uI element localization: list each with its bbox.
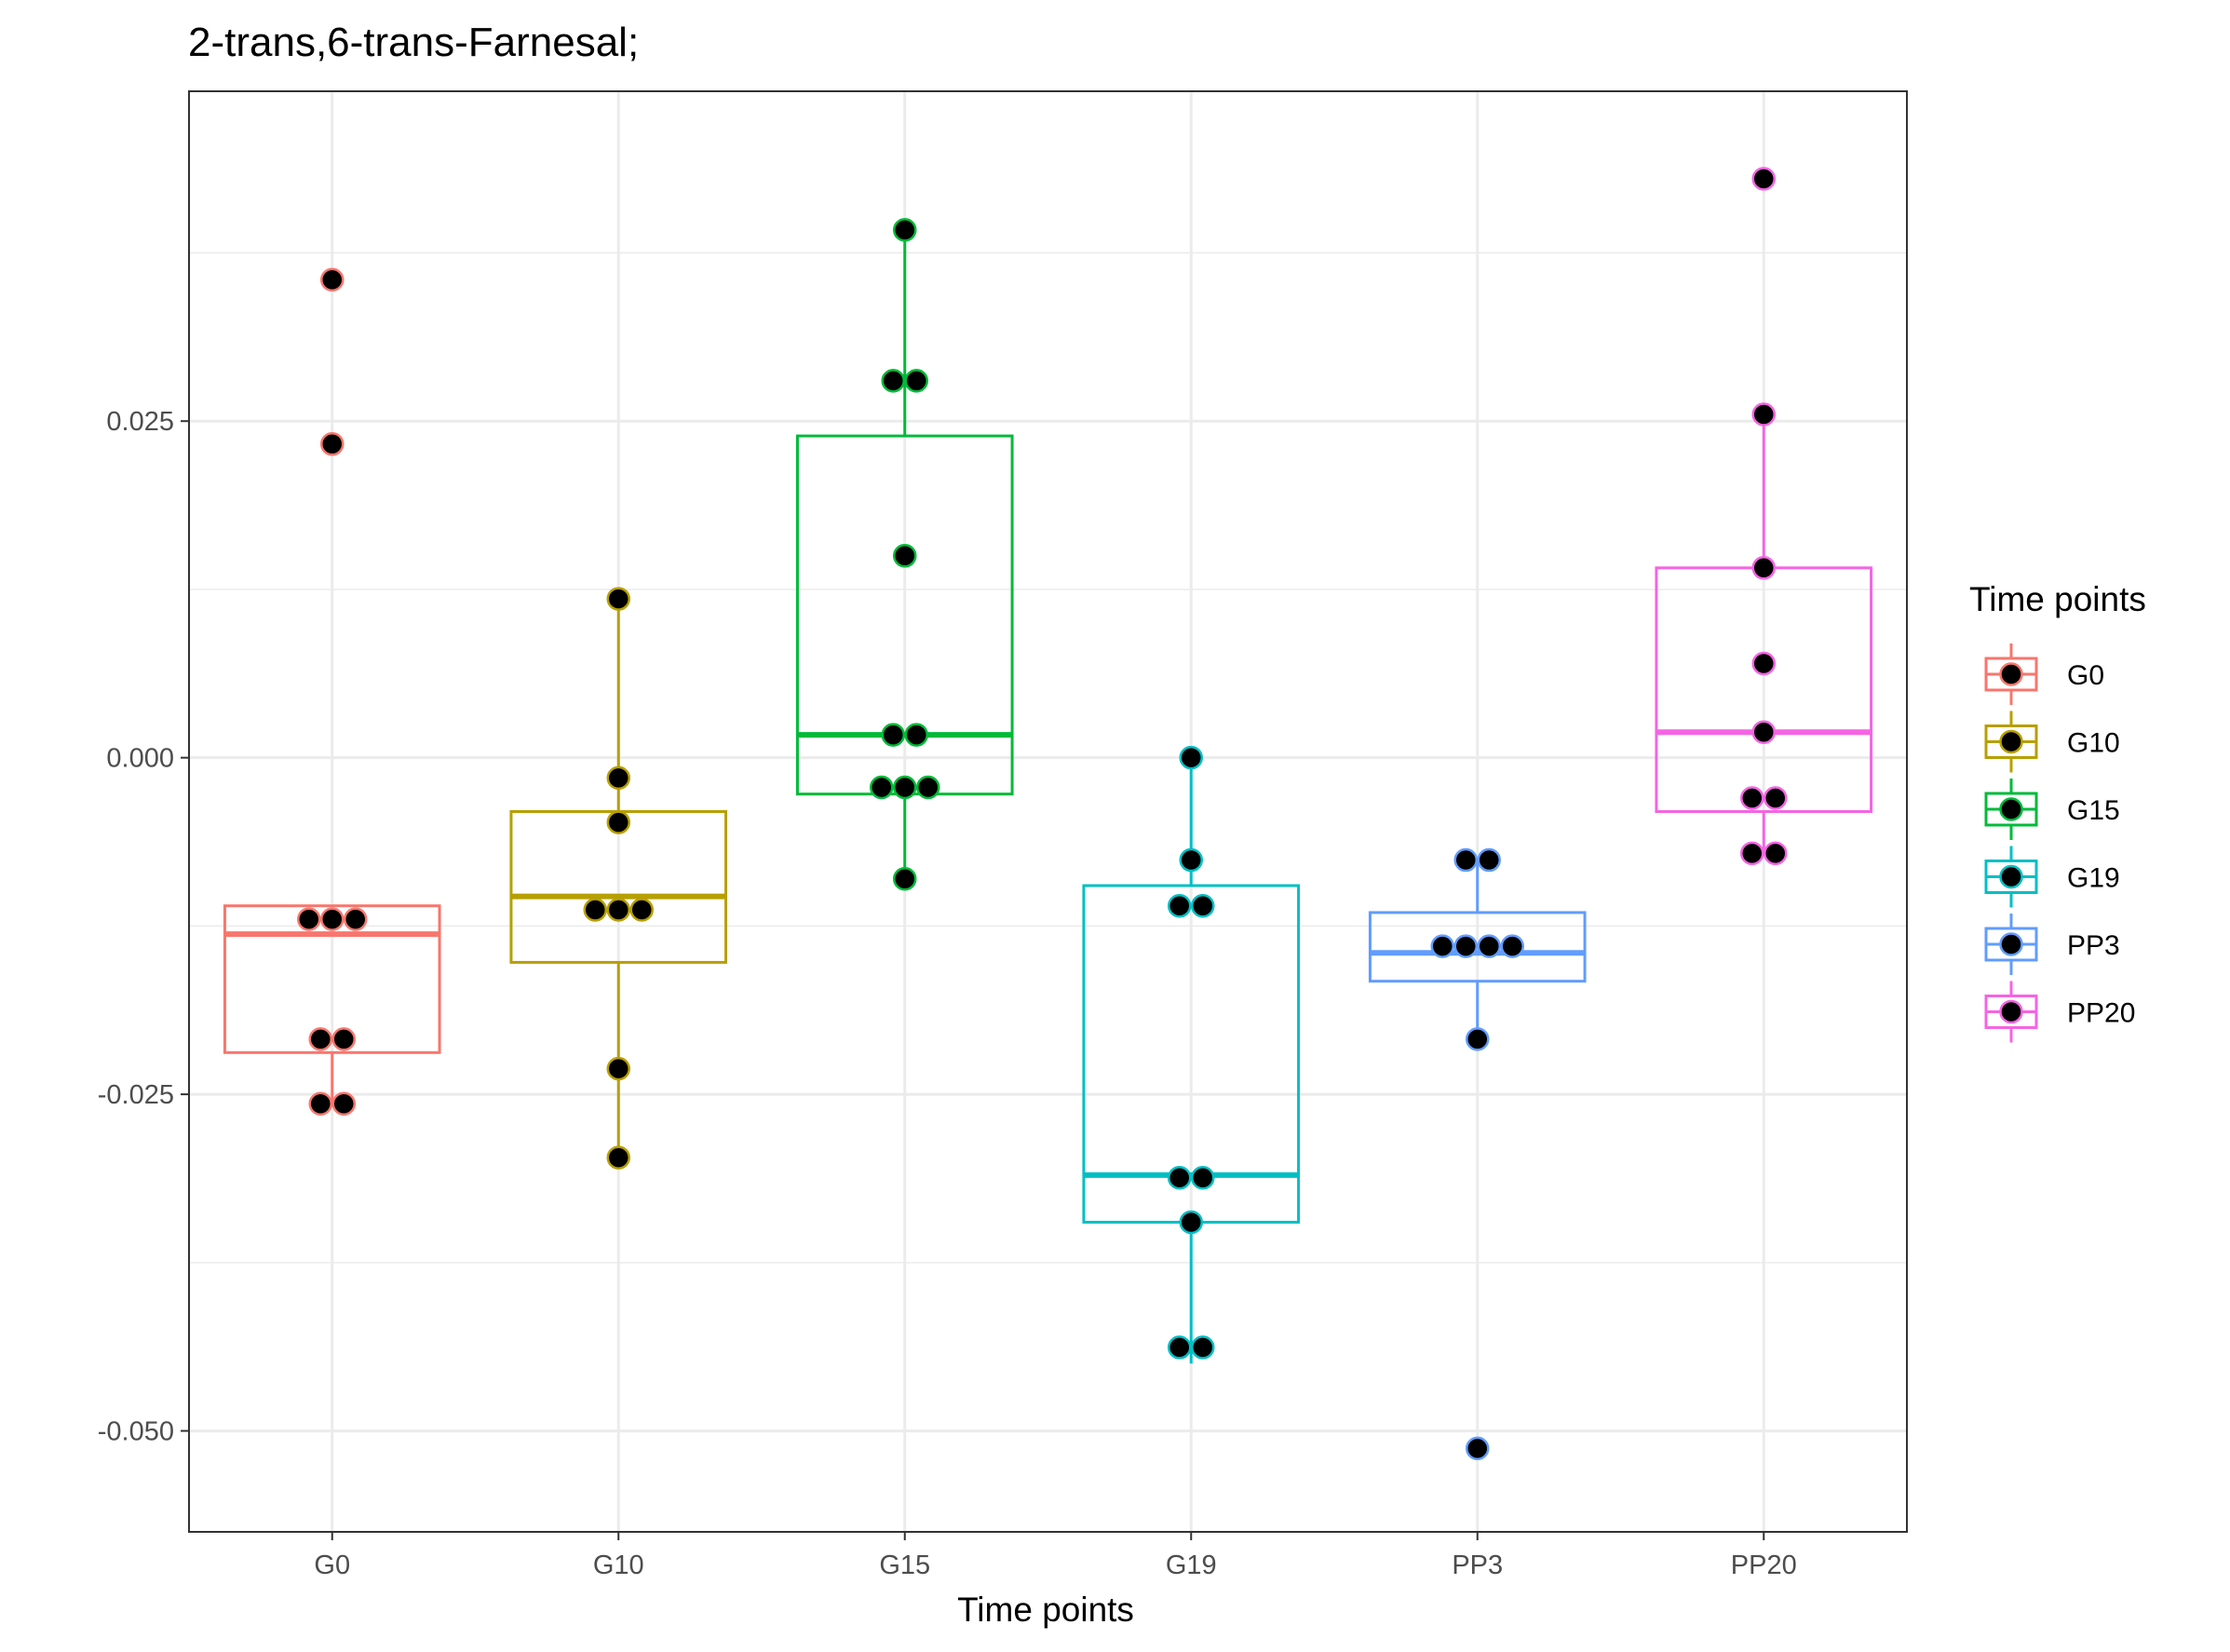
- data-point: [916, 775, 940, 800]
- data-point: [606, 810, 630, 834]
- data-point: [320, 432, 345, 456]
- legend-key-dot: [1999, 932, 2023, 956]
- data-point: [1477, 934, 1501, 958]
- y-tick-label: -0.050: [98, 1417, 174, 1447]
- data-point: [893, 775, 917, 800]
- legend-item-g19: G19: [1984, 846, 2120, 908]
- x-tick-label: G0: [314, 1550, 350, 1580]
- legend-key-dot: [1999, 999, 2023, 1024]
- data-point: [881, 723, 905, 747]
- data-point: [1179, 1210, 1203, 1235]
- data-point: [1466, 1027, 1490, 1051]
- data-point: [1740, 841, 1764, 866]
- data-point: [1751, 720, 1776, 744]
- data-point: [893, 544, 917, 568]
- box: [1368, 911, 1587, 983]
- data-point: [606, 1056, 630, 1081]
- data-point: [1751, 167, 1776, 191]
- box-group-g10: [509, 587, 728, 1170]
- x-axis-title: Time points: [957, 1591, 1134, 1629]
- data-point: [1764, 786, 1788, 810]
- x-tick-label: PP20: [1731, 1550, 1797, 1580]
- legend-title: Time points: [1969, 580, 2146, 618]
- data-point: [904, 723, 928, 747]
- panel-border: [188, 90, 1908, 1533]
- data-point: [344, 907, 368, 931]
- legend: Time points G0 G10 G15 G19 PP3 PP20: [1969, 580, 2146, 1043]
- data-point: [1466, 1436, 1490, 1461]
- data-point: [1430, 934, 1454, 958]
- data-point: [1453, 847, 1478, 873]
- data-point: [1191, 893, 1215, 918]
- data-point: [606, 587, 630, 611]
- legend-key-dot: [1999, 662, 2023, 686]
- data-point: [1477, 847, 1501, 873]
- legend-label: G10: [2067, 728, 2120, 759]
- data-point: [606, 765, 630, 791]
- legend-label: G0: [2067, 660, 2104, 691]
- data-point: [308, 1027, 332, 1051]
- data-point: [1168, 1335, 1192, 1360]
- legend-item-g0: G0: [1984, 643, 2104, 705]
- data-point: [1179, 847, 1203, 873]
- data-point: [893, 218, 917, 242]
- x-tick-label: PP3: [1452, 1550, 1503, 1580]
- data-point: [1453, 934, 1478, 958]
- legend-item-g10: G10: [1984, 711, 2120, 773]
- data-point: [1179, 745, 1203, 770]
- data-point: [308, 1091, 332, 1116]
- box-group-g15: [795, 218, 1014, 891]
- data-point: [606, 898, 630, 922]
- data-point: [320, 907, 345, 931]
- legend-item-pp20: PP20: [1984, 981, 2135, 1043]
- data-point: [629, 898, 654, 922]
- data-point: [297, 907, 321, 931]
- legend-key-dot: [1999, 797, 2023, 821]
- data-point: [1168, 893, 1192, 918]
- panel-background: [189, 91, 1907, 1532]
- legend-label: G19: [2067, 863, 2120, 894]
- data-point: [1764, 841, 1788, 866]
- legend-item-g15: G15: [1984, 779, 2120, 840]
- data-point: [331, 1027, 356, 1051]
- box-group-g0: [223, 267, 441, 1116]
- legend-key-dot: [1999, 729, 2023, 754]
- data-point: [1751, 556, 1776, 580]
- data-point: [1168, 1166, 1192, 1190]
- y-tick-label: -0.025: [98, 1080, 174, 1110]
- x-tick-label: G10: [593, 1550, 644, 1580]
- chart-title: 2-trans,6-trans-Farnesal;: [188, 20, 639, 65]
- box-group-pp20: [1655, 167, 1873, 866]
- box-group-pp3: [1368, 847, 1587, 1461]
- y-tick-label: 0.025: [106, 407, 174, 437]
- data-point: [904, 369, 928, 393]
- data-point: [1191, 1335, 1215, 1360]
- x-tick-label: G15: [879, 1550, 930, 1580]
- legend-label: PP3: [2067, 930, 2120, 961]
- data-point: [1500, 934, 1524, 958]
- data-point: [893, 867, 917, 891]
- data-point: [1751, 402, 1776, 427]
- data-point: [320, 267, 345, 292]
- plot-panel: -0.050 -0.025 0.000 0.025 G0 G10 G15 G19 PP3 PP20: [98, 90, 1908, 1580]
- data-point: [1191, 1166, 1215, 1190]
- legend-label: PP20: [2067, 998, 2135, 1029]
- data-point: [583, 898, 607, 922]
- data-point: [606, 1145, 630, 1170]
- data-point: [870, 775, 894, 800]
- data-point: [1751, 651, 1776, 676]
- legend-label: G15: [2067, 795, 2120, 826]
- y-tick-label: 0.000: [106, 744, 174, 774]
- legend-item-pp3: PP3: [1984, 914, 2120, 975]
- box-group-g19: [1082, 745, 1301, 1364]
- data-point: [331, 1091, 356, 1116]
- x-tick-label: G19: [1166, 1550, 1217, 1580]
- legend-key-dot: [1999, 864, 2023, 889]
- data-point: [1740, 786, 1764, 810]
- box: [223, 904, 441, 1054]
- data-point: [881, 369, 905, 393]
